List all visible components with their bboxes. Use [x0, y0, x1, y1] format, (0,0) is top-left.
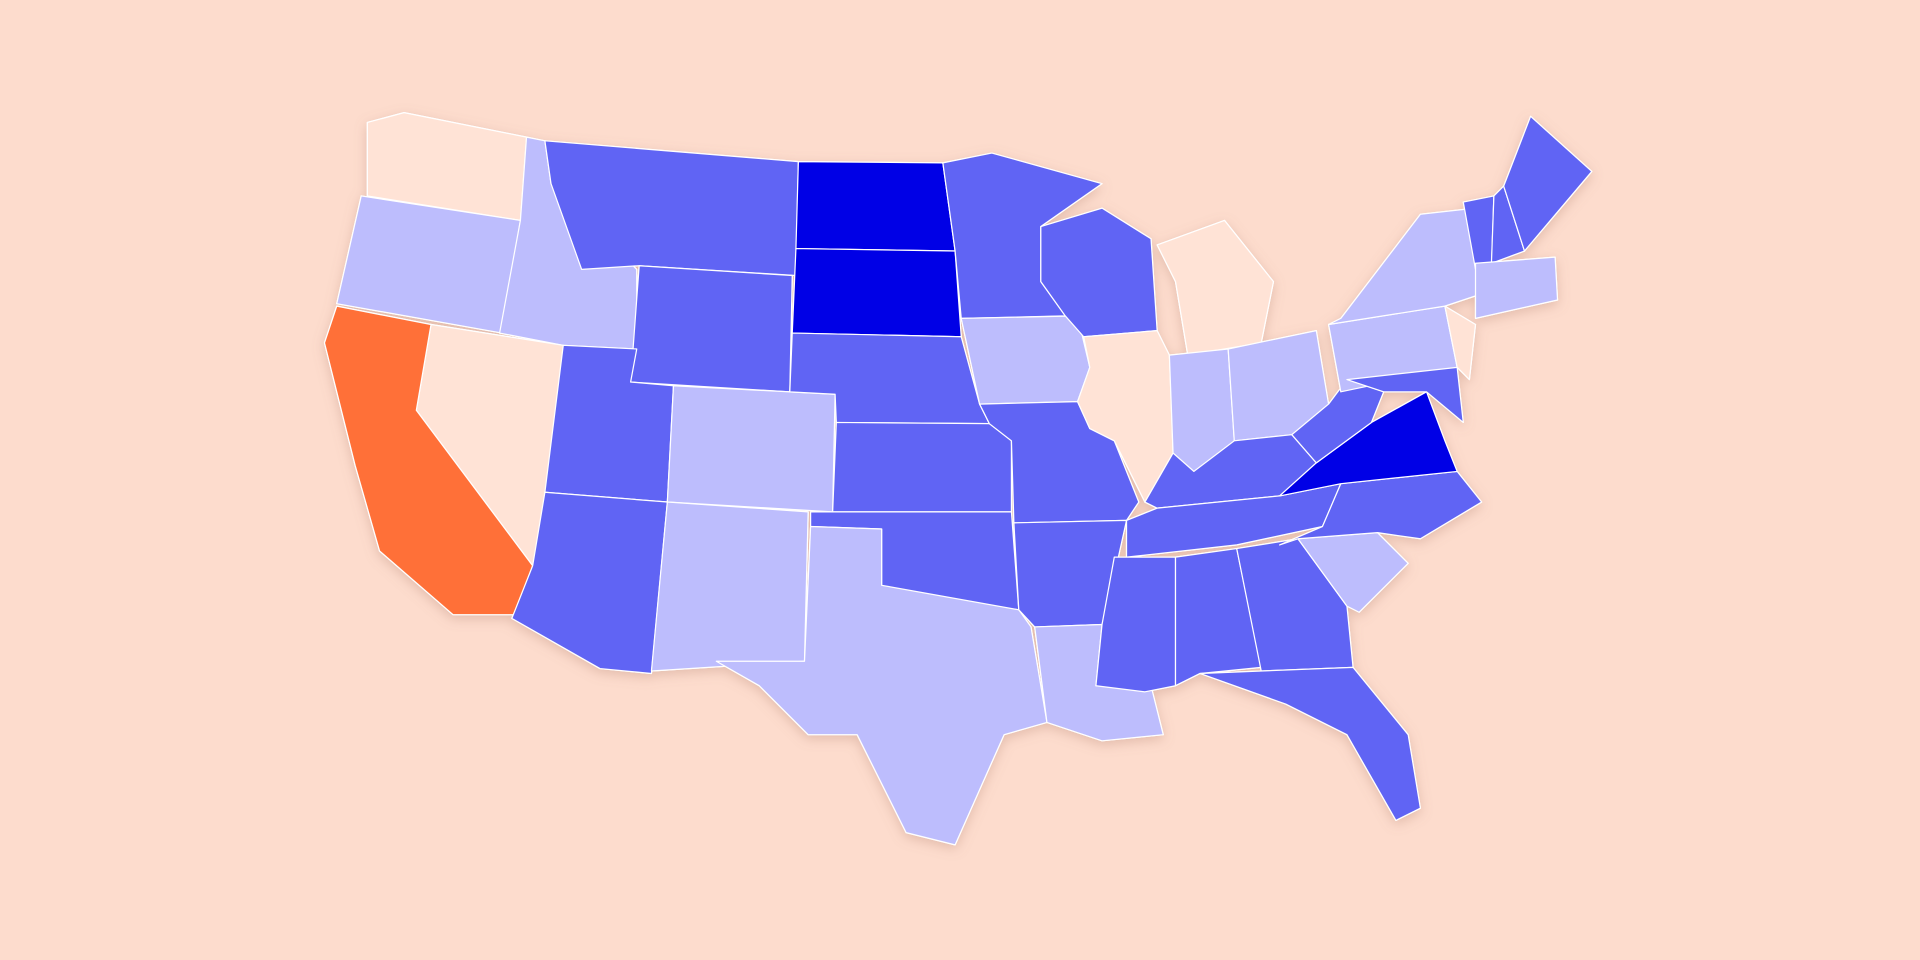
state: [1346, 366, 1464, 424]
state: [630, 265, 793, 393]
state: [666, 385, 836, 513]
state: [1236, 538, 1354, 672]
state: [795, 161, 956, 252]
state: [1444, 305, 1477, 381]
state: [1278, 470, 1483, 546]
state: [1503, 115, 1593, 252]
state: [1076, 330, 1174, 503]
state: [715, 525, 1048, 846]
state: [1174, 547, 1262, 687]
state: [323, 305, 534, 616]
state: [960, 315, 1091, 405]
states: [323, 112, 1593, 846]
state: [1474, 256, 1559, 319]
state: [791, 247, 962, 338]
state: [832, 421, 1013, 513]
state: [544, 140, 799, 277]
state: [650, 501, 809, 672]
state: [1199, 666, 1422, 822]
